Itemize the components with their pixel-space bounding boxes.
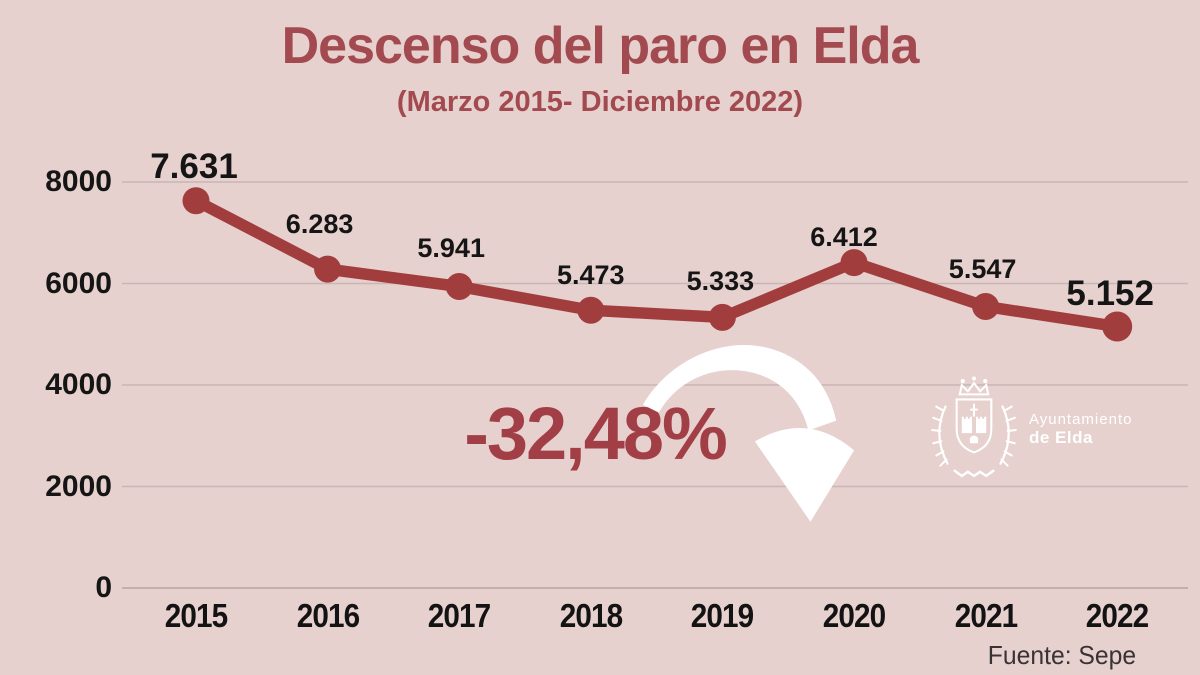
data-point-2020 bbox=[840, 249, 868, 277]
x-axis-label-2022: 2022 bbox=[1085, 597, 1149, 634]
y-axis-tick-label: 0 bbox=[95, 571, 112, 604]
data-point-2015 bbox=[182, 187, 210, 215]
y-axis-tick-label: 2000 bbox=[45, 469, 112, 503]
x-axis-label-2020: 2020 bbox=[822, 597, 886, 634]
elda-crest-icon bbox=[931, 376, 1017, 478]
logo-line2: de Elda bbox=[1029, 427, 1093, 447]
point-value-label: 5.333 bbox=[686, 266, 755, 297]
data-line bbox=[190, 194, 1123, 333]
point-value-label: 5.547 bbox=[948, 254, 1017, 285]
x-axis-label-2018: 2018 bbox=[559, 597, 623, 634]
x-axis-label-2015: 2015 bbox=[164, 597, 228, 634]
data-point-2019 bbox=[708, 303, 736, 331]
point-value-label: 5.941 bbox=[417, 233, 485, 264]
data-point-2017 bbox=[445, 272, 473, 300]
point-value-label: 6.412 bbox=[810, 221, 878, 252]
data-point-2018 bbox=[577, 296, 605, 324]
source-credit: Fuente: Sepe bbox=[987, 640, 1136, 670]
point-value-label: 5.473 bbox=[557, 260, 625, 291]
y-axis-tick-label: 4000 bbox=[45, 368, 112, 401]
data-point-2016 bbox=[314, 255, 342, 283]
x-axis-label-2021: 2021 bbox=[954, 597, 1017, 634]
x-axis-label-2019: 2019 bbox=[691, 597, 754, 634]
data-point-2022 bbox=[1102, 311, 1133, 342]
x-axis-label-2017: 2017 bbox=[427, 597, 491, 634]
highlight-percentage: -32,48% bbox=[464, 392, 728, 475]
y-axis-tick-label: 8000 bbox=[45, 165, 112, 198]
page-title: Descenso del paro en Elda bbox=[281, 17, 920, 75]
y-axis-tick-label: 6000 bbox=[45, 266, 112, 300]
elda-logo: Ayuntamiento de Elda bbox=[928, 376, 1132, 482]
page-subtitle: (Marzo 2015- Diciembre 2022) bbox=[396, 86, 804, 118]
down-arrow-icon bbox=[633, 341, 861, 527]
logo-line1: Ayuntamiento bbox=[1029, 410, 1133, 428]
point-value-label: 6.283 bbox=[285, 209, 354, 240]
elda-logo-text: Ayuntamiento de Elda bbox=[1029, 411, 1132, 448]
point-value-label: 7.631 bbox=[150, 146, 238, 186]
x-axis-label-2016: 2016 bbox=[296, 597, 359, 634]
point-value-label: 5.152 bbox=[1066, 273, 1154, 313]
data-point-2021 bbox=[972, 292, 1000, 320]
